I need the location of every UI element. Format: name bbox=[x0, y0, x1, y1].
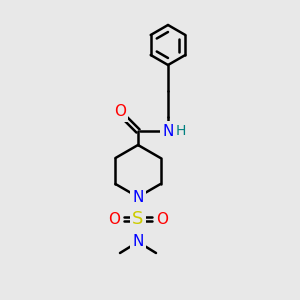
Text: N: N bbox=[132, 233, 144, 248]
Text: H: H bbox=[176, 124, 186, 138]
Text: O: O bbox=[114, 104, 126, 119]
Text: N: N bbox=[162, 124, 174, 139]
Text: N: N bbox=[132, 190, 144, 205]
Text: S: S bbox=[132, 210, 144, 228]
Text: O: O bbox=[108, 212, 120, 226]
Text: O: O bbox=[156, 212, 168, 226]
